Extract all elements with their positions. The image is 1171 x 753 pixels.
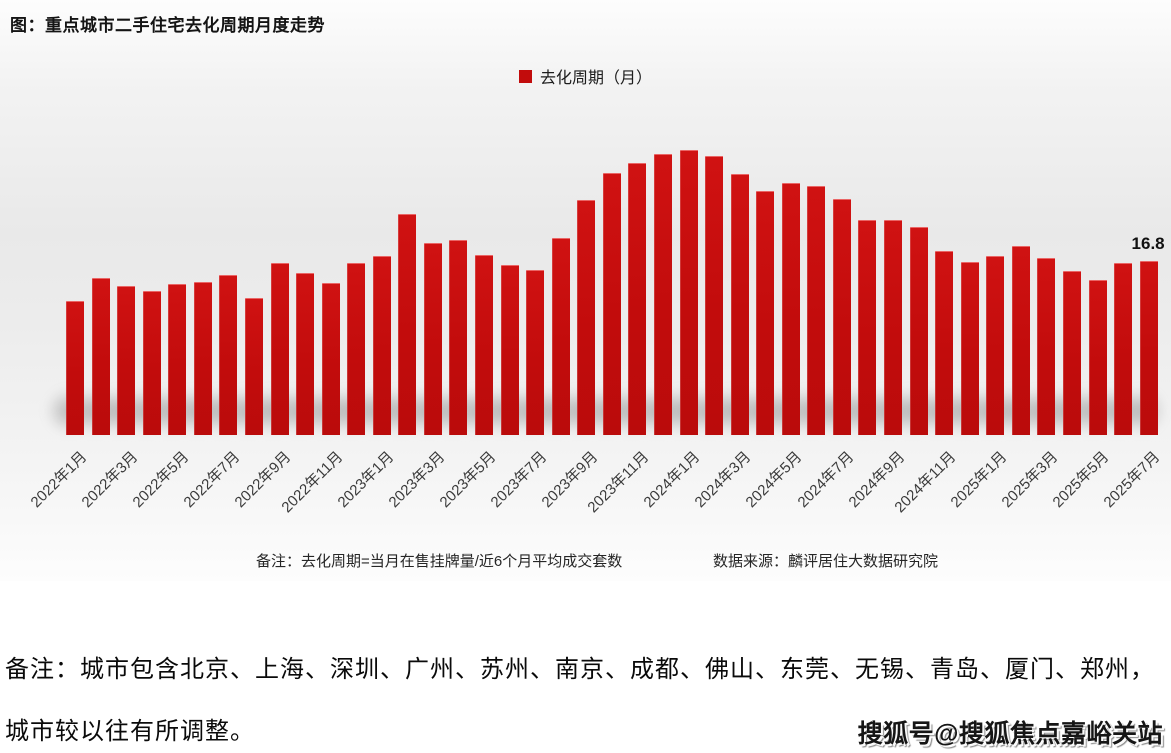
footnote-source: 数据来源：麟评居住大数据研究院	[713, 553, 939, 570]
bar-2022年5月	[168, 284, 187, 435]
bar-2024年5月	[781, 183, 800, 435]
bar-2023年6月	[500, 265, 519, 435]
bar-value-label: 16.8	[1131, 233, 1165, 253]
bar-2022年2月	[91, 278, 110, 435]
legend: 去化周期（月）	[0, 64, 1171, 88]
bar-2024年10月	[909, 227, 928, 435]
chart-title: 图：重点城市二手住宅去化周期月度走势	[10, 16, 325, 35]
note-line-2: 城市较以往有所调整。	[5, 719, 255, 745]
chart-panel: 图：重点城市二手住宅去化周期月度走势 去化周期（月） 2022年1月 2022年3…	[0, 0, 1171, 581]
bar-2023年9月	[577, 200, 596, 435]
bar-2022年10月	[296, 273, 315, 435]
bar-series	[66, 0, 1158, 435]
bar-2022年6月	[193, 282, 212, 435]
bar-2022年3月	[117, 286, 136, 435]
bar-2025年7月	[1139, 261, 1158, 435]
bar-2024年11月	[935, 251, 954, 435]
bar-2024年9月	[884, 220, 902, 435]
bar-2022年1月	[66, 301, 84, 435]
bar-2024年7月	[832, 199, 851, 435]
bar-2022年7月	[219, 275, 238, 435]
bar-2025年5月	[1088, 280, 1107, 435]
bar-2024年6月	[807, 186, 826, 435]
bar-2023年8月	[551, 238, 570, 435]
bar-2023年2月	[398, 214, 417, 435]
plot-area: 2022年1月 2022年3月 2022年5月 2022年7月 2022年9月 2022年…	[28, 0, 1166, 516]
bar-2025年1月	[986, 256, 1005, 435]
legend-label: 去化周期（月）	[539, 70, 652, 87]
bar-2022年12月	[347, 263, 366, 435]
bar-2023年5月	[475, 255, 493, 435]
bar-2025年6月	[1114, 263, 1133, 435]
bar-2022年4月	[142, 291, 161, 435]
bar-2023年11月	[628, 163, 647, 435]
bar-2023年3月	[423, 243, 442, 435]
bar-2024年1月	[679, 150, 698, 435]
bar-2025年4月	[1062, 271, 1081, 435]
bar-2025年2月	[1011, 246, 1030, 435]
bar-2023年1月	[372, 256, 391, 435]
bar-2024年8月	[858, 220, 877, 435]
bar-2023年4月	[449, 240, 468, 435]
chart-footnote: 备注：去化周期=当月在售挂牌量/近6个月平均成交套数 数据来源：麟评居住大数据研…	[0, 550, 1171, 572]
bar-2023年10月	[602, 173, 621, 435]
bar-2022年9月	[270, 263, 289, 435]
footnote-definition: 备注：去化周期=当月在售挂牌量/近6个月平均成交套数	[256, 553, 623, 570]
bar-2024年3月	[730, 174, 749, 435]
bar-2022年8月	[244, 298, 263, 435]
bar-2022年11月	[321, 283, 340, 435]
note-line-1: 备注：城市包含北京、上海、深圳、广州、苏州、南京、成都、佛山、东莞、无锡、青岛、…	[5, 657, 1155, 683]
bar-2023年12月	[653, 154, 672, 435]
bar-2023年7月	[526, 270, 545, 435]
bar-2024年12月	[960, 262, 979, 435]
bar-2024年2月	[705, 156, 724, 435]
bar-2025年3月	[1037, 258, 1056, 435]
bar-2024年4月	[756, 191, 775, 435]
watermark: 搜狐号@搜狐焦点嘉峪关站	[857, 720, 1163, 748]
legend-swatch-icon	[518, 69, 532, 83]
